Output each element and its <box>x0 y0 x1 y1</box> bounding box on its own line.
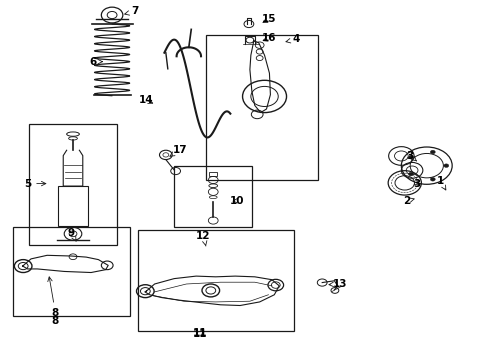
Text: 16: 16 <box>262 33 277 43</box>
Circle shape <box>430 177 435 181</box>
Bar <box>138 230 294 330</box>
Text: 7: 7 <box>125 6 139 17</box>
Circle shape <box>409 156 414 159</box>
Bar <box>206 35 318 180</box>
Bar <box>29 125 117 244</box>
Text: 1: 1 <box>437 176 446 190</box>
Bar <box>174 166 252 226</box>
Text: 17: 17 <box>170 144 188 156</box>
Text: 8: 8 <box>52 316 59 326</box>
Bar <box>13 226 130 316</box>
Text: 2: 2 <box>404 196 414 206</box>
Bar <box>58 186 88 226</box>
Text: 11: 11 <box>193 328 207 338</box>
Text: 3: 3 <box>407 150 416 161</box>
Text: 12: 12 <box>196 231 211 246</box>
Circle shape <box>409 172 414 176</box>
Text: 13: 13 <box>329 279 347 289</box>
Text: 4: 4 <box>286 35 300 44</box>
Text: 10: 10 <box>229 196 244 206</box>
Text: 3: 3 <box>414 179 420 189</box>
Text: 9: 9 <box>68 228 76 241</box>
Text: 11: 11 <box>193 329 207 339</box>
Text: 6: 6 <box>89 57 102 67</box>
Circle shape <box>444 164 449 167</box>
Text: 14: 14 <box>139 95 153 105</box>
Text: 5: 5 <box>24 179 46 189</box>
Circle shape <box>430 150 435 154</box>
Text: 15: 15 <box>262 14 277 24</box>
Text: 8: 8 <box>48 277 59 318</box>
Bar <box>209 172 217 176</box>
